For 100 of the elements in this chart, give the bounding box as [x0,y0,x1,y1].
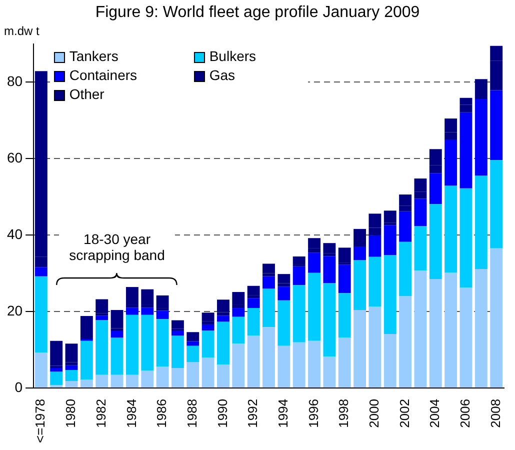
bar [292,256,306,264]
bar [399,211,412,242]
bar [65,344,78,362]
bar [354,246,366,260]
x-tick-label: 2002 [396,398,412,428]
bar [444,272,458,388]
bar [308,272,320,341]
bar [474,269,488,388]
y-tick-label: 40 [6,226,23,242]
bar [429,173,442,204]
bar [110,374,124,388]
bar [460,188,472,288]
bar [399,296,412,388]
bar [202,312,214,322]
bar [490,90,503,160]
bar [202,330,214,358]
x-tick-label: 2006 [458,398,473,428]
bar [308,252,320,273]
bar [50,371,63,386]
bar [217,322,230,365]
bar [490,160,503,248]
y-tick-label: 80 [6,73,23,90]
x-tick-label: <=1978 [32,398,48,444]
bar [429,204,442,279]
bar [141,308,154,315]
bar [323,356,336,388]
bar [186,341,200,346]
bar [126,308,138,315]
bar [126,374,138,388]
bar [65,370,78,382]
bar [96,320,108,375]
bar [368,256,382,307]
bar [490,248,503,388]
bar [110,337,124,375]
bar [232,308,245,317]
x-tick-label: 1994 [276,398,290,428]
bar [202,324,214,331]
bar [384,334,396,388]
bar [278,286,290,300]
bar [232,316,245,344]
bar [186,332,200,339]
bar [110,330,124,338]
legend-label: Gas [208,67,236,83]
bar [34,276,48,353]
bar [308,238,320,248]
bar [384,225,396,256]
x-tick-label: 1986 [154,398,170,428]
bar [232,344,245,388]
bar [429,278,442,388]
bar [384,210,396,223]
bar [262,264,275,274]
x-tick-label: 2008 [488,398,503,428]
bar [308,340,320,388]
bar [278,346,290,388]
bar [80,379,93,388]
bar [292,342,306,388]
bar [110,310,124,328]
legend-label: Other [68,86,106,102]
bar [34,267,48,276]
bar [278,274,290,284]
bar [247,286,260,296]
bar [368,306,382,388]
x-tick-label: 1990 [214,398,230,428]
bar [399,242,412,296]
bar [186,362,200,388]
y-tick-label: 0 [14,378,23,395]
bar [460,288,472,388]
bar [474,99,488,176]
bar [65,365,78,370]
x-tick-label: 1982 [93,398,108,428]
y-tick-label: 60 [6,149,23,166]
bar [156,310,169,320]
bar [323,256,336,284]
x-tick-label: 1980 [63,398,78,428]
bar [262,288,275,328]
bar [171,330,184,336]
bar [202,358,214,388]
bar [141,314,154,371]
legend-label: Bulkers [208,48,258,64]
bar [247,298,260,308]
bar [262,327,275,388]
bar [368,235,382,257]
bar [171,336,184,368]
bar [50,340,63,366]
bar [338,264,351,294]
bar [80,340,93,380]
bar [460,112,472,188]
chart-title: Figure 9: World fleet age profile January 2009 [94,4,421,22]
bar [338,337,351,388]
bar [217,300,230,312]
bar [292,285,306,342]
bar [156,319,169,366]
bar [444,140,458,186]
bar [444,186,458,272]
bar [247,308,260,336]
bar [323,283,336,357]
bar [354,260,366,310]
y-tick-label: 20 [6,302,23,318]
bar [247,336,260,388]
bar [354,310,366,388]
